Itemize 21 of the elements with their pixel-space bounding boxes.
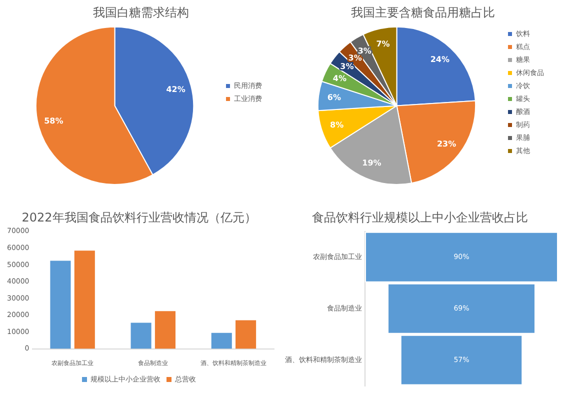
text: 食品饮料行业规模以上中小企业营收占比	[312, 210, 528, 224]
data-label: 8%	[330, 120, 344, 130]
data-label: 58%	[44, 116, 64, 126]
bar	[154, 311, 176, 349]
bar	[236, 320, 256, 349]
bar	[50, 260, 71, 349]
data-label: 19%	[362, 158, 382, 168]
data-label: 3%	[348, 53, 362, 62]
bar	[74, 250, 95, 349]
chart-title: 我国白糖需求结构	[93, 5, 189, 20]
chart-title: 我国主要含糖食品用糖占比	[351, 5, 495, 20]
data-label: 42%	[166, 85, 186, 94]
data-label: 7%	[376, 39, 390, 48]
data-label: 24%	[430, 54, 450, 64]
chart-title: 2022年我国食品饮料行业营收情况（亿元）	[22, 210, 256, 224]
bar	[130, 322, 152, 349]
data-label: 3%	[340, 62, 354, 72]
data-label: 23%	[436, 139, 456, 148]
bar	[211, 332, 232, 349]
data-label: 6%	[327, 92, 342, 102]
data-label: 4%	[332, 74, 347, 83]
